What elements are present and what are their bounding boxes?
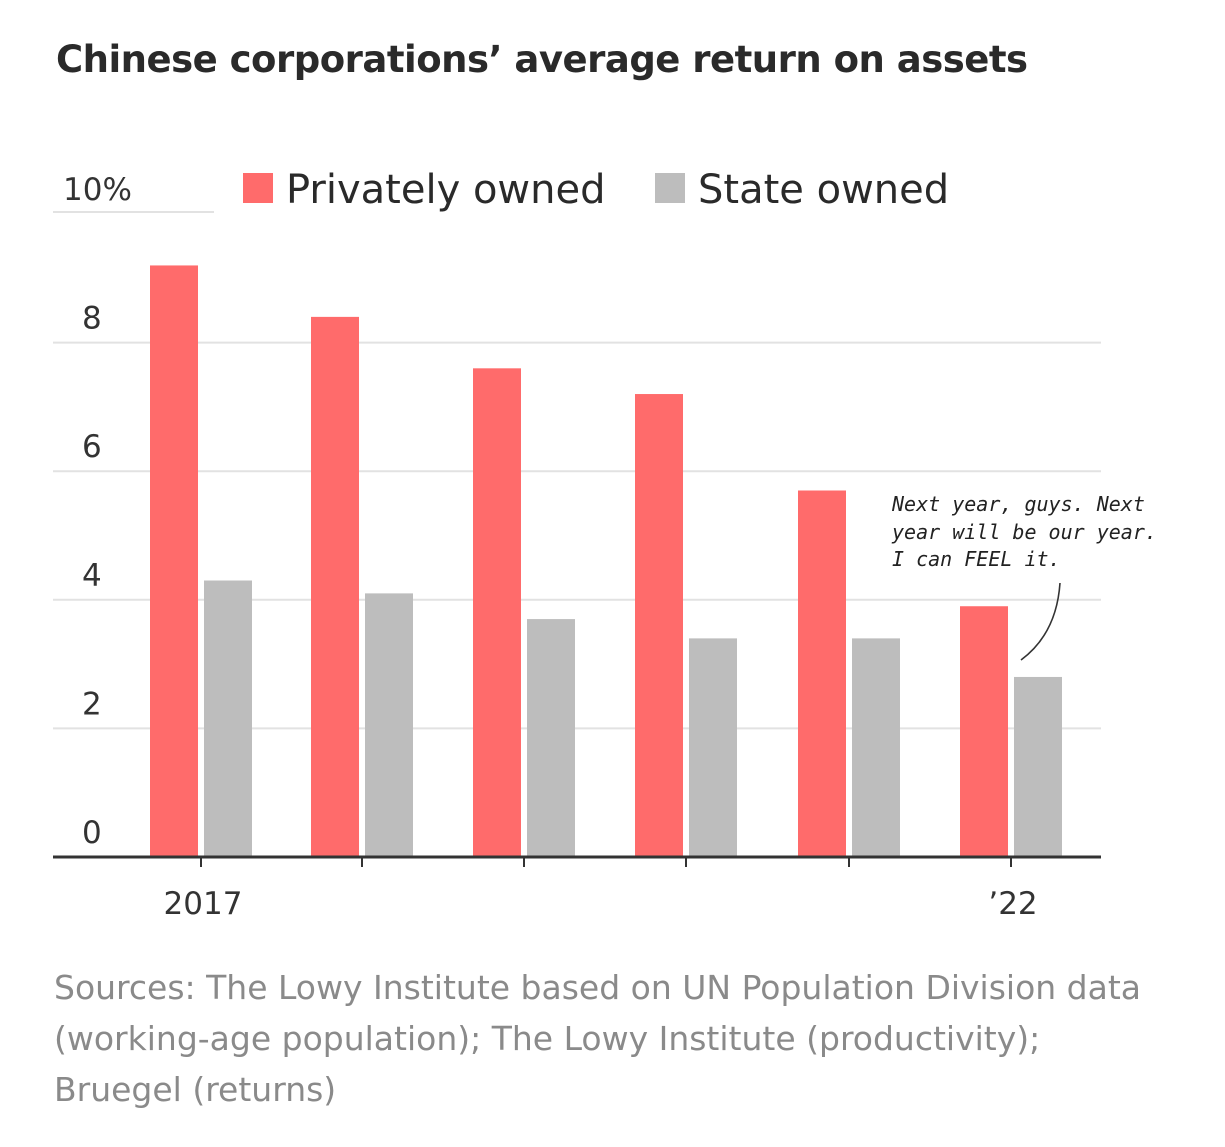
annotation-line: year will be our year. bbox=[891, 520, 1157, 544]
bar-state-owned bbox=[689, 638, 737, 857]
annotation: Next year, guys. Next year will be our ye… bbox=[891, 492, 1157, 661]
bar-state-owned bbox=[365, 593, 413, 857]
x-tick-label: ’22 bbox=[988, 886, 1037, 922]
bar-privately-owned bbox=[960, 606, 1008, 857]
bar-privately-owned bbox=[311, 316, 359, 857]
bar-privately-owned bbox=[798, 490, 846, 857]
annotation-line: I can FEEL it. bbox=[892, 547, 1061, 571]
y-tick-label: 6 bbox=[82, 429, 102, 465]
legend-label-privately-owned: Privately owned bbox=[286, 167, 606, 213]
bar-state-owned bbox=[204, 580, 252, 857]
axes: 0 2 4 6 8 10% 2017 ’22 bbox=[53, 172, 1101, 922]
bars bbox=[150, 265, 1062, 857]
chart-title: Chinese corporations’ average return on … bbox=[56, 38, 1028, 81]
sources-note: Sources: The Lowy Institute based on UN … bbox=[54, 968, 1142, 1109]
bar-chart: 0 2 4 6 8 10% 2017 ’22 Privately owned State own… bbox=[53, 167, 1157, 922]
y-tick-label: 2 bbox=[82, 686, 102, 722]
y-tick-label: 8 bbox=[82, 301, 102, 337]
bar-state-owned bbox=[852, 638, 900, 857]
legend-swatch-state-owned bbox=[655, 173, 685, 203]
y-tick-label: 4 bbox=[82, 558, 102, 594]
legend-label-state-owned: State owned bbox=[698, 167, 949, 213]
legend-swatch-privately-owned bbox=[243, 173, 273, 203]
legend: Privately owned State owned bbox=[243, 167, 949, 213]
x-tick-label: 2017 bbox=[164, 886, 243, 922]
bar-state-owned bbox=[1014, 676, 1062, 857]
bar-privately-owned bbox=[635, 394, 683, 857]
y-tick-label: 0 bbox=[82, 815, 102, 851]
annotation-line: Next year, guys. Next bbox=[891, 492, 1145, 516]
y-tick-label: 10% bbox=[63, 172, 132, 208]
annotation-pointer bbox=[1020, 582, 1061, 661]
bar-privately-owned bbox=[150, 265, 198, 857]
bar-state-owned bbox=[527, 619, 575, 857]
bar-privately-owned bbox=[473, 368, 521, 857]
